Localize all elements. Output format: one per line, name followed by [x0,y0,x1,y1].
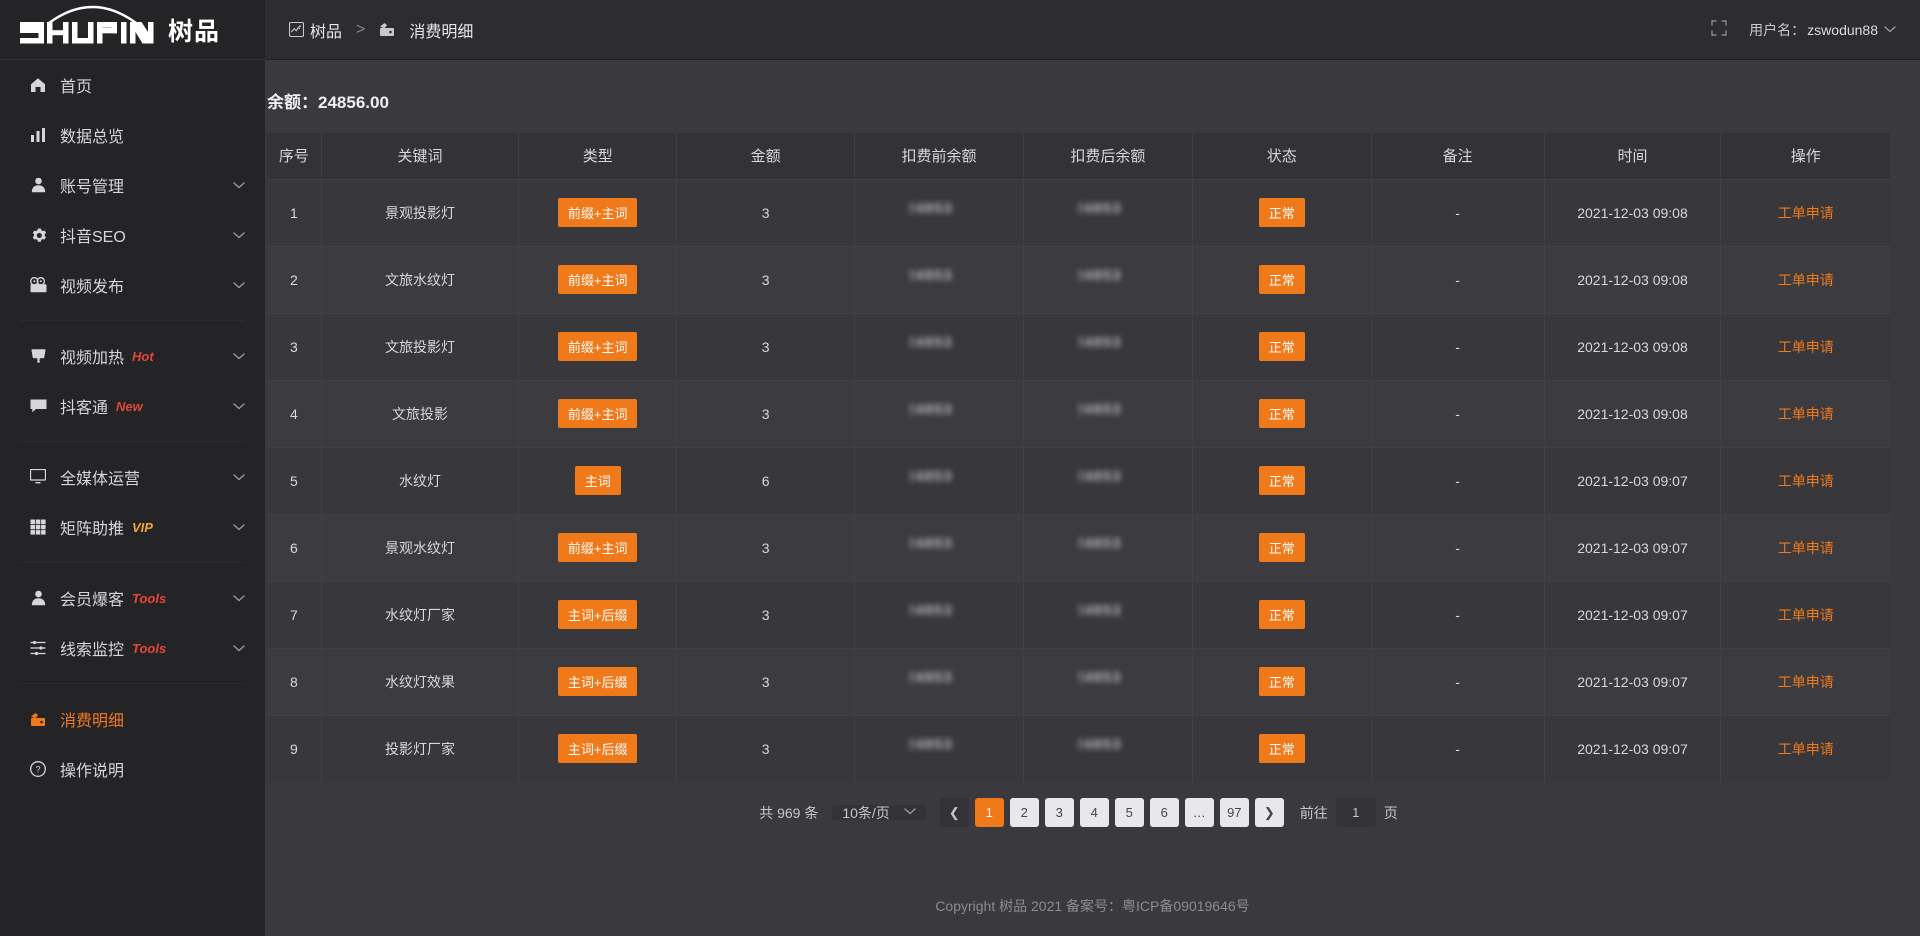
svg-text:?: ? [35,765,40,775]
